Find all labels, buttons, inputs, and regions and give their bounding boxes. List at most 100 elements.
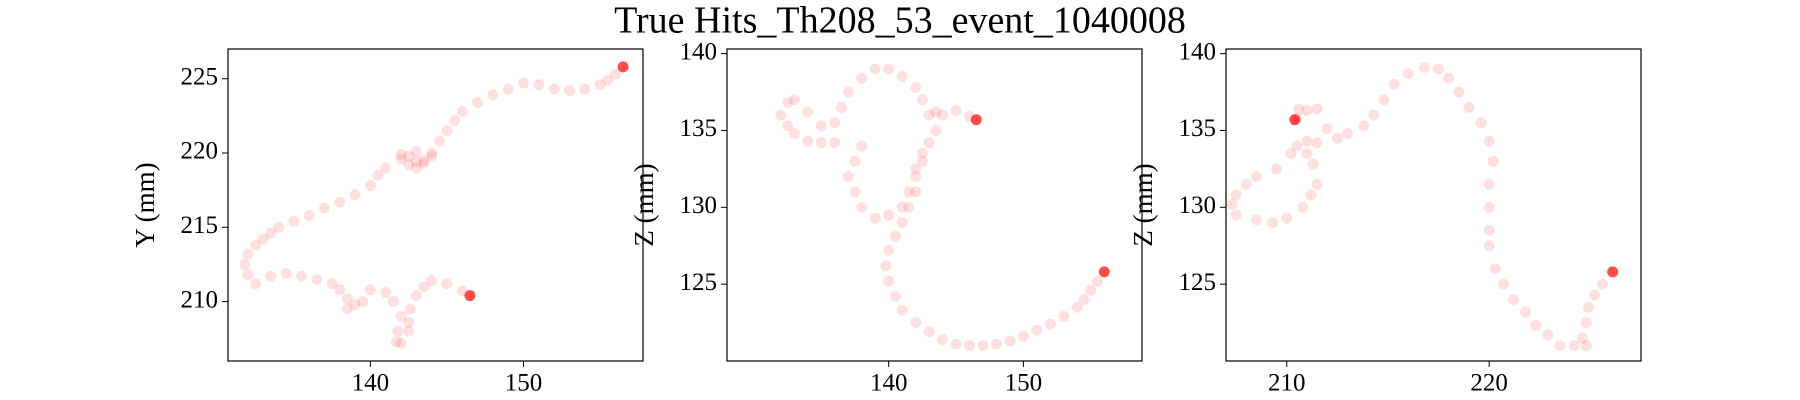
- subplot: 140 150 125 130 135 140 Z (mm): [629, 38, 1143, 397]
- hit-point: [829, 137, 841, 149]
- hit-point: [937, 333, 949, 345]
- hit-point: [1530, 320, 1542, 332]
- hit-point: [364, 180, 376, 192]
- y-tick-label: 125: [1179, 269, 1217, 296]
- hit-point: [1453, 86, 1465, 98]
- hit-point: [418, 281, 430, 293]
- hit-point: [1341, 128, 1353, 140]
- y-tick-label: 130: [1179, 192, 1217, 219]
- hit-point: [782, 120, 794, 132]
- hit-point: [410, 290, 422, 302]
- hit-point: [341, 303, 353, 315]
- hit-point: [418, 154, 430, 166]
- hit-point: [502, 83, 514, 95]
- hit-point: [782, 97, 794, 109]
- hit-point: [1321, 123, 1333, 135]
- hit-point: [404, 303, 416, 315]
- hit-point: [380, 162, 392, 174]
- hit-point: [426, 275, 438, 287]
- hit-point: [836, 101, 848, 113]
- hit-point: [372, 169, 384, 181]
- hit-point: [395, 153, 407, 165]
- hit-point: [950, 104, 962, 116]
- hit-point: [1588, 289, 1600, 301]
- y-tick-label: 135: [1179, 115, 1217, 142]
- hit-point: [1289, 114, 1301, 126]
- hit-point: [923, 137, 935, 149]
- hit-point: [1071, 301, 1083, 313]
- hit-point: [349, 189, 361, 201]
- y-tick-label: 125: [680, 269, 718, 296]
- hit-point: [903, 186, 915, 198]
- hit-point: [910, 317, 922, 329]
- hit-point: [456, 105, 468, 117]
- hit-point: [964, 340, 976, 352]
- hit-point: [930, 124, 942, 136]
- subplot: 140 150 210 215 220 225 Y (mm): [130, 48, 644, 397]
- hit-point: [788, 128, 800, 140]
- x-tick-label: 140: [352, 370, 390, 397]
- hit-point: [1402, 68, 1414, 80]
- hit-point: [265, 227, 277, 239]
- y-axis-label: Z (mm): [629, 163, 659, 246]
- hit-point: [896, 71, 908, 83]
- hit-point: [1098, 266, 1110, 278]
- hit-point: [609, 68, 621, 80]
- hit-point: [1483, 135, 1495, 147]
- hit-point: [970, 114, 982, 126]
- hit-point: [1582, 301, 1594, 313]
- hit-point: [392, 325, 404, 337]
- hit-point: [880, 260, 892, 272]
- y-axis-label: Y (mm): [130, 162, 160, 247]
- hit-point: [1240, 178, 1252, 190]
- hit-point: [923, 109, 935, 121]
- hit-point: [889, 231, 901, 243]
- hit-point: [395, 148, 407, 160]
- hit-point: [990, 338, 1002, 350]
- hit-point: [896, 217, 908, 229]
- hit-point: [1463, 101, 1475, 113]
- hit-point: [441, 278, 453, 290]
- hit-point: [403, 159, 415, 171]
- hit-point: [1230, 209, 1242, 221]
- hit-point: [418, 157, 430, 169]
- hit-point: [775, 109, 787, 121]
- hit-point: [1307, 158, 1319, 170]
- hit-point: [910, 163, 922, 175]
- hit-point: [1418, 61, 1430, 73]
- hit-point: [802, 106, 814, 118]
- hit-point: [441, 125, 453, 137]
- x-tick-label: 210: [1268, 370, 1306, 397]
- hit-point: [594, 79, 606, 91]
- hit-point: [1475, 117, 1487, 129]
- hit-point: [303, 209, 315, 221]
- axes-frame: [1225, 48, 1642, 362]
- hit-point: [1483, 178, 1495, 190]
- hit-point: [916, 155, 928, 167]
- hit-point: [930, 106, 942, 118]
- hit-point: [1576, 332, 1588, 344]
- y-tick-label: 140: [680, 38, 718, 65]
- hit-point: [1358, 120, 1370, 132]
- hit-point: [357, 296, 369, 308]
- hit-point: [533, 79, 545, 91]
- hit-point: [1507, 294, 1519, 306]
- hit-point: [977, 340, 989, 352]
- hit-point: [1044, 318, 1056, 330]
- x-tick-label: 150: [1005, 370, 1043, 397]
- hit-point: [1311, 178, 1323, 190]
- hit-point: [1004, 335, 1016, 347]
- hit-point: [1285, 148, 1297, 160]
- hit-point: [1554, 340, 1566, 352]
- hit-point: [1305, 189, 1317, 201]
- hit-point: [869, 63, 881, 75]
- hit-point: [364, 284, 376, 296]
- hit-point: [242, 269, 254, 281]
- hit-point: [602, 74, 614, 86]
- hit-point: [1301, 135, 1313, 147]
- hit-point: [380, 287, 392, 299]
- hit-point: [910, 186, 922, 198]
- y-tick-label: 220: [181, 138, 219, 165]
- hit-point: [449, 114, 461, 126]
